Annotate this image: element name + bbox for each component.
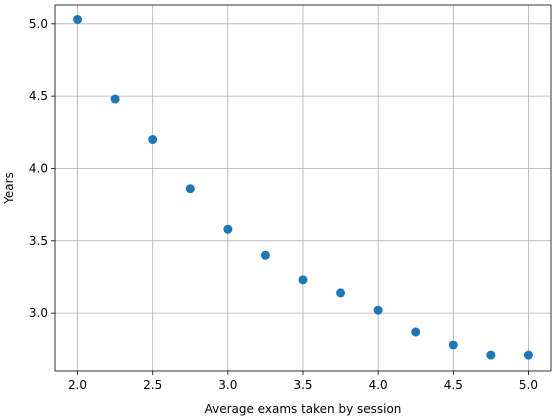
x-tick-label: 2.5	[143, 378, 162, 392]
y-axis: 3.0 3.5 4.0 4.5 5.0	[29, 17, 55, 320]
data-point	[298, 275, 308, 285]
data-point	[185, 184, 195, 194]
x-tick-label: 5.0	[519, 378, 538, 392]
x-axis-label: Average exams taken by session	[205, 402, 402, 416]
x-tick-label: 4.5	[444, 378, 463, 392]
data-point	[411, 327, 421, 337]
data-point	[148, 135, 158, 145]
data-point	[448, 340, 458, 350]
grid-lines	[55, 5, 551, 371]
y-tick-label: 3.5	[29, 234, 48, 248]
data-point	[110, 94, 120, 104]
data-point	[373, 305, 383, 315]
data-points	[73, 14, 533, 360]
y-axis-label: Years	[2, 172, 16, 205]
x-tick-label: 2.0	[68, 378, 87, 392]
data-point	[223, 224, 233, 234]
x-tick-label: 3.0	[218, 378, 237, 392]
plot-frame	[54, 4, 552, 372]
x-tick-label: 4.0	[369, 378, 388, 392]
data-point	[336, 288, 346, 298]
y-tick-label: 5.0	[29, 17, 48, 31]
data-point	[523, 350, 533, 360]
y-tick-label: 4.0	[29, 161, 48, 175]
y-tick-label: 3.0	[29, 306, 48, 320]
x-axis: 2.0 2.5 3.0 3.5 4.0 4.5 5.0	[68, 371, 538, 392]
y-tick-label: 4.5	[29, 89, 48, 103]
x-tick-label: 3.5	[293, 378, 312, 392]
data-point	[73, 14, 83, 24]
data-point	[260, 250, 270, 260]
data-point	[486, 350, 496, 360]
